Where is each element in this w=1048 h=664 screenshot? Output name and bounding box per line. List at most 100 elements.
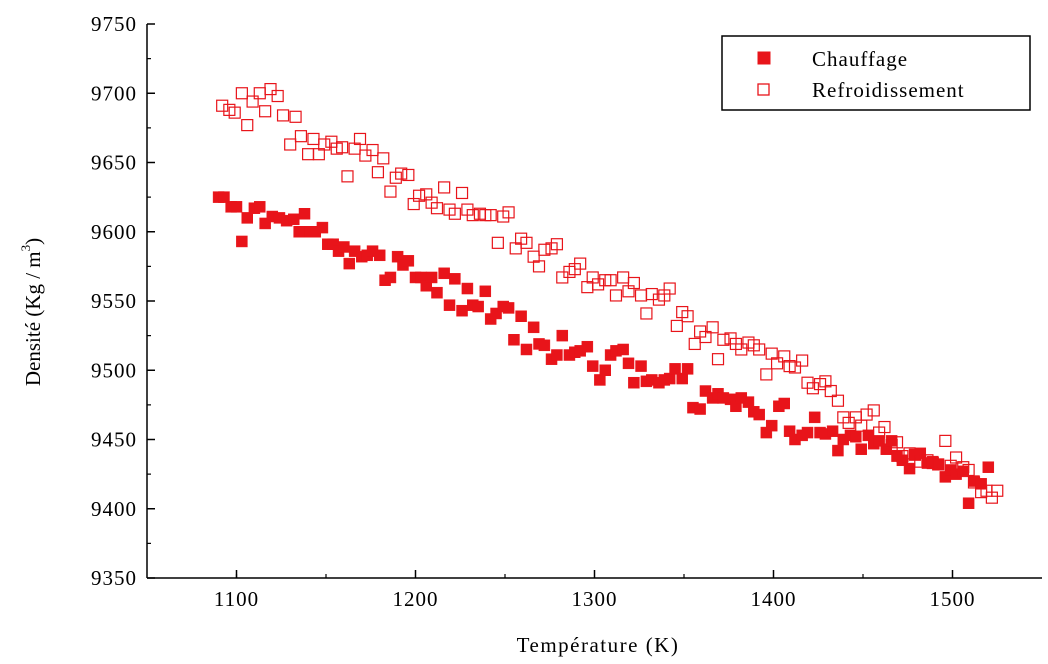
x-axis-title: Température (K) (517, 633, 680, 657)
data-point-refroidissement (706, 321, 719, 334)
data-point-chauffage (527, 321, 540, 334)
data-point-chauffage (538, 339, 551, 352)
data-point-refroidissement (760, 368, 773, 381)
data-point-chauffage (826, 425, 839, 437)
data-point-chauffage (676, 372, 688, 385)
x-tick-label: 1300 (572, 587, 618, 611)
data-point-refroidissement (932, 458, 945, 471)
data-point-refroidissement (318, 138, 331, 151)
y-tick-label: 9550 (91, 289, 137, 313)
data-point-refroidissement (491, 236, 504, 249)
data-point-chauffage (808, 411, 821, 424)
data-point-chauffage (765, 419, 778, 432)
data-point-refroidissement (753, 343, 766, 356)
legend-box (721, 35, 1031, 111)
data-point-refroidissement (253, 87, 266, 100)
data-point-refroidissement (484, 209, 497, 222)
series-layer (212, 82, 1004, 509)
data-point-chauffage (402, 255, 415, 267)
data-point-refroidissement (384, 185, 397, 198)
data-point-refroidissement (770, 357, 784, 370)
data-point-chauffage (236, 235, 248, 248)
data-point-refroidissement (402, 168, 415, 182)
data-point-refroidissement (520, 236, 533, 249)
data-point-refroidissement (967, 476, 981, 489)
series-refroidissement (216, 82, 1004, 504)
y-tick-label: 9400 (91, 497, 137, 521)
data-point-chauffage (873, 435, 885, 447)
data-point-chauffage (850, 430, 862, 443)
data-point-chauffage (669, 363, 681, 375)
data-point-refroidissement (538, 243, 551, 256)
y-tick-label: 9500 (91, 358, 137, 382)
data-point-refroidissement (377, 152, 390, 165)
data-point-chauffage (298, 207, 311, 220)
data-point-chauffage (472, 300, 484, 313)
y-axis-title-main: Densité (Kg / m (21, 251, 45, 386)
y-tick-label: 9750 (91, 12, 137, 36)
data-point-refroidissement (591, 278, 605, 291)
data-point-chauffage (594, 374, 606, 386)
data-point-refroidissement (246, 95, 259, 108)
data-point-refroidissement (640, 307, 653, 320)
data-point-chauffage (515, 310, 527, 322)
data-point-chauffage (681, 363, 694, 375)
data-point-refroidissement (264, 82, 277, 96)
data-point-refroidissement (438, 181, 451, 194)
data-point-refroidissement (824, 384, 837, 398)
data-point-chauffage (502, 302, 515, 314)
data-point-refroidissement (276, 109, 290, 122)
legend: Chauffage Refroidissement (721, 35, 1031, 111)
data-point-refroidissement (991, 484, 1004, 497)
y-tick-label: 9600 (91, 220, 137, 244)
data-point-refroidissement (735, 343, 748, 356)
y-tick-label: 9650 (91, 151, 137, 175)
data-point-refroidissement (806, 382, 819, 395)
data-point-refroidissement (302, 148, 315, 161)
y-axis-title-close: ) (21, 238, 45, 245)
data-point-refroidissement (867, 404, 880, 417)
y-tick-label: 9450 (91, 428, 137, 452)
data-point-chauffage (628, 376, 640, 389)
data-point-chauffage (456, 304, 468, 317)
data-point-chauffage (461, 282, 474, 295)
data-point-refroidissement (681, 310, 694, 323)
data-point-chauffage (551, 349, 563, 361)
y-tick-label: 9350 (91, 566, 137, 590)
data-point-refroidissement (574, 257, 587, 270)
data-point-chauffage (962, 497, 975, 509)
data-point-refroidissement (353, 132, 367, 146)
data-point-chauffage (259, 217, 271, 230)
data-point-refroidissement (962, 463, 975, 477)
data-point-refroidissement (688, 337, 701, 351)
data-point-refroidissement (216, 99, 229, 112)
data-point-chauffage (425, 271, 438, 284)
data-point-refroidissement (502, 206, 515, 219)
y-axis-title: Densité (Kg / m3) (18, 238, 45, 386)
data-point-chauffage (230, 201, 243, 213)
data-point-refroidissement (717, 333, 730, 346)
data-point-chauffage (663, 372, 676, 385)
data-point-refroidissement (455, 186, 469, 200)
series-chauffage (212, 191, 995, 509)
data-point-chauffage (622, 357, 635, 370)
data-point-chauffage (431, 286, 443, 299)
data-point-chauffage (373, 249, 386, 262)
x-tick-label: 1100 (214, 587, 259, 611)
data-point-chauffage (556, 329, 569, 342)
data-point-chauffage (254, 201, 266, 213)
data-point-chauffage (586, 360, 599, 372)
data-point-refroidissement (307, 132, 320, 146)
legend-marker-refroidissement (757, 83, 770, 96)
data-point-refroidissement (699, 330, 712, 344)
axis-ticks: 9350 9400 9450 9500 9550 9600 9650 9700 9750 1100… (91, 12, 976, 611)
data-point-refroidissement (670, 319, 683, 333)
data-point-chauffage (694, 403, 706, 415)
data-point-refroidissement (831, 394, 845, 407)
data-point-refroidissement (634, 289, 648, 302)
x-tick-label: 1500 (930, 587, 976, 611)
data-point-refroidissement (796, 354, 809, 367)
data-point-refroidissement (228, 106, 241, 119)
data-point-refroidissement (878, 420, 891, 434)
data-point-chauffage (832, 444, 844, 457)
